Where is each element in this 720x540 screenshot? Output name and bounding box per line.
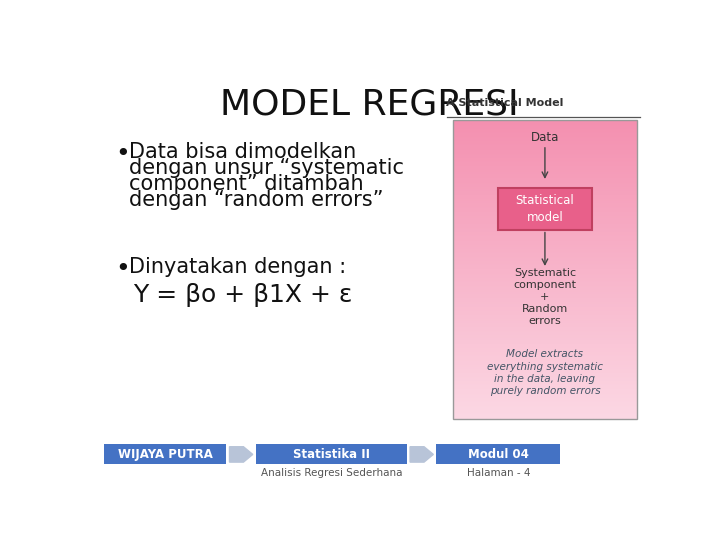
Text: Analisis Regresi Sederhana: Analisis Regresi Sederhana bbox=[261, 468, 402, 478]
Text: component” ditambah: component” ditambah bbox=[129, 174, 364, 194]
Bar bbox=[256, 444, 407, 464]
Bar bbox=[436, 444, 560, 464]
Polygon shape bbox=[230, 447, 253, 462]
Polygon shape bbox=[410, 447, 433, 462]
Text: MODEL REGRESI: MODEL REGRESI bbox=[220, 88, 518, 122]
Text: A Statistical Model: A Statistical Model bbox=[446, 98, 564, 108]
Text: Statistika II: Statistika II bbox=[293, 448, 370, 461]
FancyBboxPatch shape bbox=[498, 188, 593, 230]
Text: Halaman - 4: Halaman - 4 bbox=[467, 468, 530, 478]
Text: dengan “random errors”: dengan “random errors” bbox=[129, 190, 383, 210]
Text: Systematic
component
+
Random
errors: Systematic component + Random errors bbox=[513, 268, 577, 326]
Text: Y = βo + β1X + ε: Y = βo + β1X + ε bbox=[132, 283, 352, 307]
Text: •: • bbox=[114, 142, 130, 166]
Text: dengan unsur “systematic: dengan unsur “systematic bbox=[129, 158, 404, 178]
Text: Data bisa dimodelkan: Data bisa dimodelkan bbox=[129, 142, 356, 162]
Text: Model extracts
everything systematic
in the data, leaving
purely random errors: Model extracts everything systematic in … bbox=[487, 349, 603, 396]
Text: WIJAYA PUTRA: WIJAYA PUTRA bbox=[118, 448, 212, 461]
Bar bbox=[104, 444, 226, 464]
Bar bbox=[453, 120, 637, 419]
Text: •: • bbox=[114, 257, 130, 281]
Text: Data: Data bbox=[531, 131, 559, 144]
Text: Dinyatakan dengan :: Dinyatakan dengan : bbox=[129, 257, 346, 278]
Text: Modul 04: Modul 04 bbox=[468, 448, 529, 461]
Text: Statistical
model: Statistical model bbox=[516, 194, 575, 224]
